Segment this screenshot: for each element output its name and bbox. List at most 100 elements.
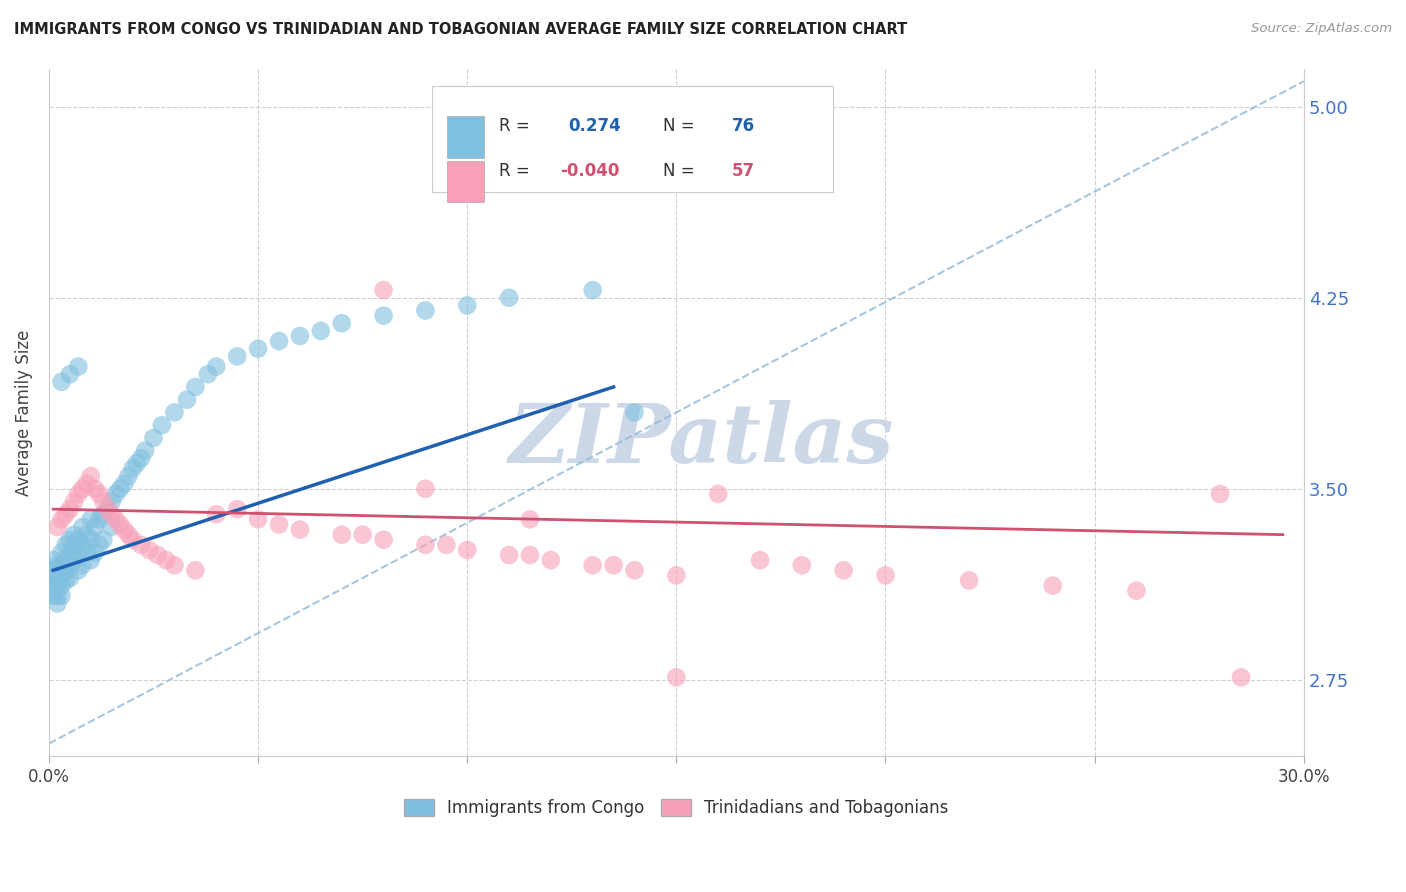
Text: 57: 57 [731, 162, 755, 180]
Point [373, 309, 395, 323]
Point [63, 553, 86, 567]
Legend: Immigrants from Congo, Trinidadians and Tobagonians: Immigrants from Congo, Trinidadians and … [396, 792, 956, 823]
Point [134, 443, 156, 458]
Point [267, 334, 290, 348]
Point [76, 527, 98, 541]
Point [150, 418, 173, 433]
Point [104, 512, 127, 526]
Point [51, 375, 73, 389]
Point [59, 502, 82, 516]
Point [205, 359, 228, 374]
Point [117, 527, 139, 541]
Point [100, 508, 122, 522]
Point [184, 563, 207, 577]
Y-axis label: Average Family Size: Average Family Size [15, 329, 32, 496]
Point [288, 329, 311, 343]
Point [155, 553, 177, 567]
Text: 76: 76 [731, 117, 755, 136]
Point [456, 543, 478, 558]
Point [1042, 579, 1064, 593]
Point [80, 512, 103, 526]
Point [288, 523, 311, 537]
Point [498, 291, 520, 305]
Point [80, 469, 103, 483]
Point [138, 543, 160, 558]
Point [51, 589, 73, 603]
Point [197, 367, 219, 381]
Point [205, 508, 228, 522]
Point [309, 324, 332, 338]
Point [373, 283, 395, 297]
Point [665, 568, 688, 582]
Point [46, 558, 69, 573]
Point [1209, 487, 1232, 501]
Text: IMMIGRANTS FROM CONGO VS TRINIDADIAN AND TOBAGONIAN AVERAGE FAMILY SIZE CORRELAT: IMMIGRANTS FROM CONGO VS TRINIDADIAN AND… [14, 22, 907, 37]
Text: N =: N = [662, 117, 699, 136]
Point [46, 589, 69, 603]
Point [46, 596, 69, 610]
Point [498, 548, 520, 562]
Point [80, 553, 103, 567]
Point [84, 545, 107, 559]
Point [434, 538, 457, 552]
Point [59, 367, 82, 381]
Point [707, 487, 730, 501]
Point [96, 502, 118, 516]
Point [46, 579, 69, 593]
Point [875, 568, 897, 582]
Point [42, 571, 65, 585]
FancyBboxPatch shape [432, 86, 834, 193]
Point [72, 482, 94, 496]
Point [93, 533, 115, 547]
Point [519, 512, 541, 526]
Point [602, 558, 624, 573]
Point [59, 558, 82, 573]
Point [330, 316, 353, 330]
Point [93, 494, 115, 508]
Point [226, 349, 249, 363]
Point [247, 512, 270, 526]
Point [519, 548, 541, 562]
Point [89, 512, 111, 526]
Point [46, 568, 69, 582]
Text: N =: N = [662, 162, 699, 180]
Text: ZIPatlas: ZIPatlas [509, 400, 894, 480]
Text: -0.040: -0.040 [560, 162, 619, 180]
Point [1230, 670, 1253, 684]
Point [42, 589, 65, 603]
Point [121, 533, 143, 547]
Point [108, 517, 131, 532]
Point [80, 533, 103, 547]
Point [104, 487, 127, 501]
Point [790, 558, 813, 573]
Point [142, 431, 165, 445]
Point [247, 342, 270, 356]
Point [112, 476, 135, 491]
Point [63, 494, 86, 508]
Point [100, 494, 122, 508]
Point [456, 298, 478, 312]
Point [582, 283, 605, 297]
Point [76, 545, 98, 559]
Point [226, 502, 249, 516]
Point [1125, 583, 1147, 598]
Point [89, 538, 111, 552]
Point [832, 563, 855, 577]
Point [67, 359, 90, 374]
Point [67, 545, 90, 559]
Point [184, 380, 207, 394]
Point [623, 563, 645, 577]
Point [129, 538, 152, 552]
Point [55, 538, 77, 552]
Point [51, 579, 73, 593]
Text: 0.274: 0.274 [568, 117, 621, 136]
Point [55, 508, 77, 522]
Point [59, 545, 82, 559]
Point [96, 502, 118, 516]
Text: R =: R = [499, 162, 536, 180]
Text: Source: ZipAtlas.com: Source: ZipAtlas.com [1251, 22, 1392, 36]
Point [415, 538, 437, 552]
Point [42, 553, 65, 567]
Point [67, 487, 90, 501]
Point [55, 563, 77, 577]
